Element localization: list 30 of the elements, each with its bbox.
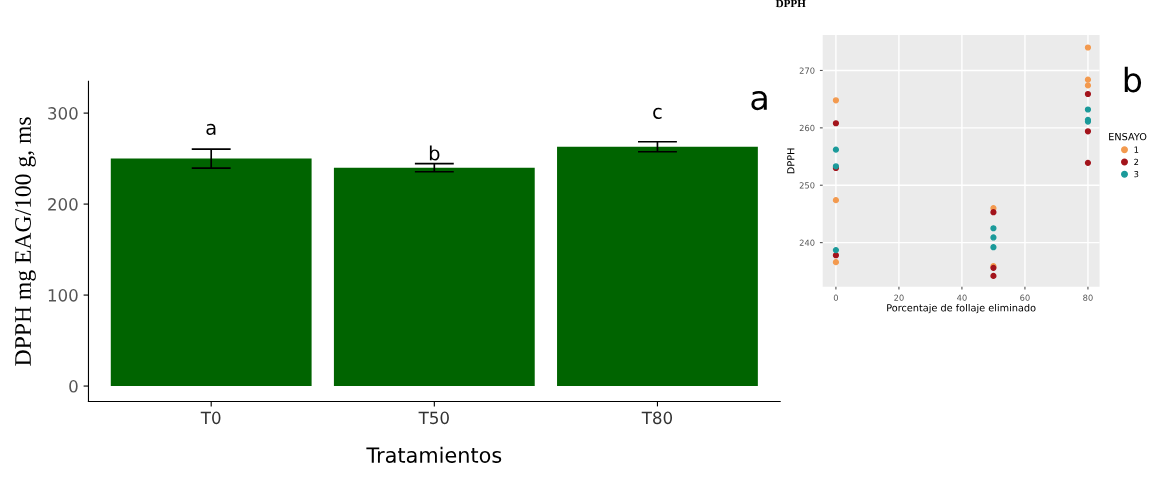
annotation: a bbox=[751, 91, 767, 111]
y-tick-label: 300 bbox=[48, 107, 78, 120]
y-tick-label: 240 bbox=[799, 239, 815, 246]
y-tick-label: 0 bbox=[69, 380, 78, 393]
y-tick-label: 200 bbox=[48, 198, 78, 211]
x-tick-label: 0 bbox=[833, 294, 839, 301]
legend-label: 2 bbox=[1134, 158, 1139, 165]
x-tick-label: 80 bbox=[1083, 294, 1093, 301]
annotation: b bbox=[429, 145, 440, 161]
y-tick-label: 250 bbox=[799, 182, 815, 189]
x-axis-title: Porcentaje de follaje eliminado bbox=[887, 303, 1036, 314]
chart-title: DPPH bbox=[775, 0, 806, 8]
y-tick-label: 270 bbox=[799, 67, 815, 74]
text: b bbox=[1124, 66, 1142, 93]
legend-label: 3 bbox=[1134, 170, 1139, 178]
legend-title: ENSAYO bbox=[1109, 132, 1147, 141]
x-tick-label: 60 bbox=[1020, 294, 1030, 301]
y-axis-title: DPPH mg EAG/100 g, ms bbox=[15, 117, 36, 366]
y-axis-title: DPPH bbox=[787, 148, 795, 174]
x-tick-label: 40 bbox=[957, 294, 967, 301]
annotation: c bbox=[653, 107, 662, 119]
x-tick-label: T80 bbox=[641, 411, 673, 425]
y-tick-label: 100 bbox=[48, 289, 78, 302]
annotation: a bbox=[206, 123, 216, 135]
x-tick-label: T0 bbox=[200, 411, 221, 425]
x-tick-label: 20 bbox=[894, 294, 904, 301]
y-tick-label: 260 bbox=[799, 124, 815, 132]
x-axis-title: Tratamientos bbox=[366, 446, 502, 463]
x-tick-label: T50 bbox=[418, 411, 449, 425]
legend-label: 1 bbox=[1134, 146, 1139, 153]
